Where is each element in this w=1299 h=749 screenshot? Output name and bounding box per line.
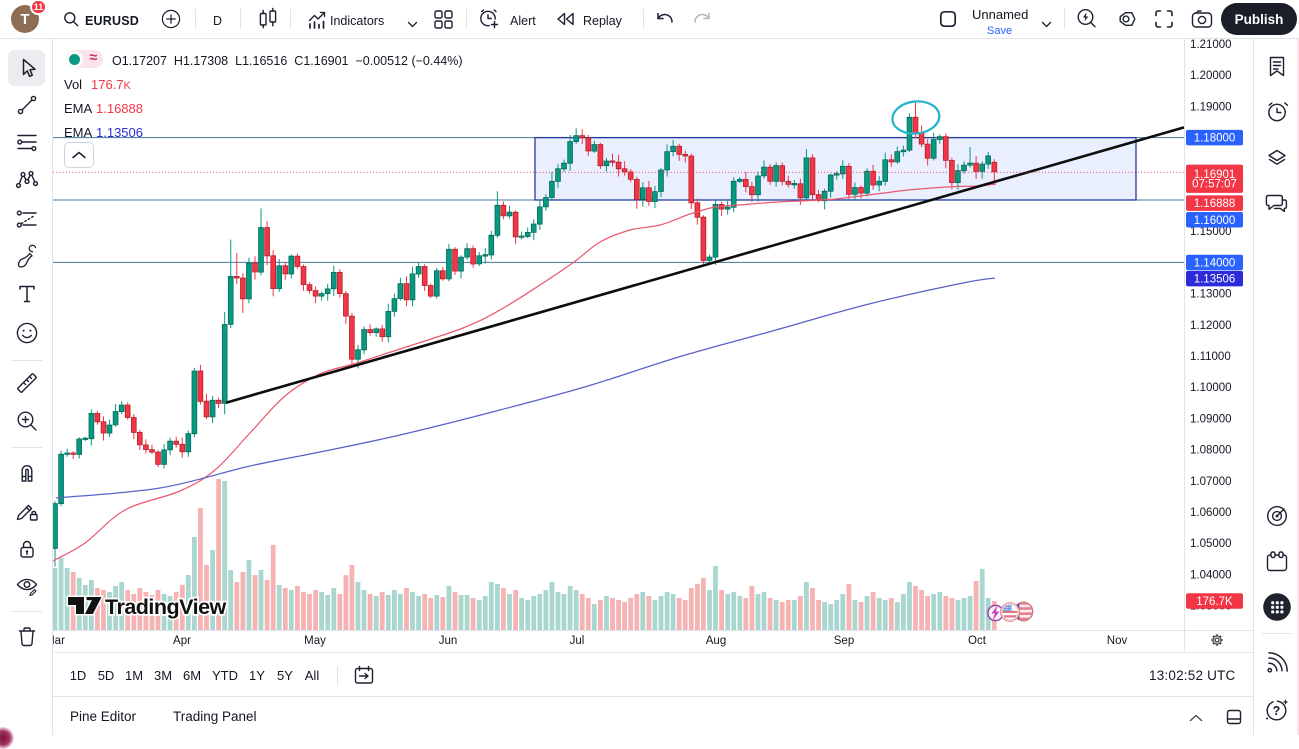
svg-text:Mar: Mar [53,635,65,647]
svg-text:May: May [304,635,326,647]
svg-text:176.7K: 176.7K [1196,596,1233,608]
svg-text:Aug: Aug [706,635,726,647]
svg-text:1.16901: 1.16901 [1194,169,1236,181]
svg-text:Nov: Nov [1107,635,1128,647]
svg-text:1.20000: 1.20000 [1190,70,1232,82]
svg-text:?: ? [1273,704,1281,718]
svg-text:1.16888: 1.16888 [1194,198,1236,210]
svg-text:1.04000: 1.04000 [1190,569,1232,581]
svg-text:1.08000: 1.08000 [1190,445,1232,457]
svg-text:1.14000: 1.14000 [1194,258,1236,270]
svg-text:1.18000: 1.18000 [1194,133,1236,145]
svg-text:1.12000: 1.12000 [1190,320,1232,332]
svg-text:1.11000: 1.11000 [1190,351,1231,363]
svg-text:1.09000: 1.09000 [1190,413,1232,425]
svg-text:TradingView: TradingView [105,595,227,619]
svg-text:1.10000: 1.10000 [1190,382,1232,394]
svg-text:Sep: Sep [834,635,854,647]
svg-text:1.05000: 1.05000 [1190,538,1232,550]
svg-text:Jul: Jul [570,635,585,647]
svg-text:1.21000: 1.21000 [1190,39,1232,51]
svg-text:07:57:07: 07:57:07 [1192,179,1237,191]
svg-text:Apr: Apr [173,635,191,647]
svg-text:Oct: Oct [968,635,987,647]
svg-text:1.13000: 1.13000 [1190,289,1232,301]
svg-text:1.19000: 1.19000 [1190,101,1232,113]
svg-text:1.15000: 1.15000 [1190,226,1232,238]
svg-text:1.07000: 1.07000 [1190,476,1232,488]
svg-text:1.16000: 1.16000 [1194,215,1236,227]
svg-text:1.13506: 1.13506 [1194,274,1236,286]
svg-text:Jun: Jun [439,635,458,647]
svg-text:1.06000: 1.06000 [1190,507,1232,519]
